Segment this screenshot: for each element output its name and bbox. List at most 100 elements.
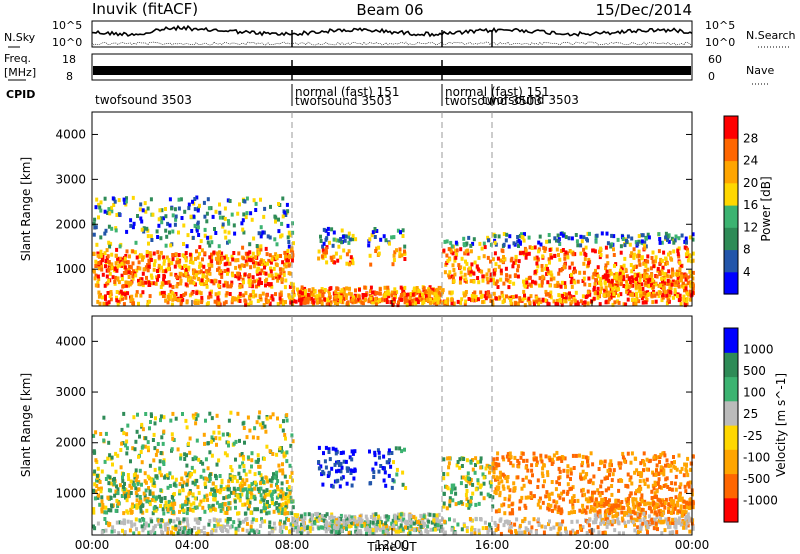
range-cell	[283, 507, 287, 512]
range-cell	[504, 266, 508, 271]
range-cell	[679, 469, 683, 474]
range-cell	[646, 254, 650, 259]
range-cell	[359, 518, 363, 523]
range-cell	[254, 208, 258, 212]
range-cell	[250, 458, 254, 463]
range-cell	[121, 479, 125, 484]
range-cell	[128, 254, 131, 259]
range-cell	[151, 491, 155, 496]
range-cell	[589, 527, 593, 532]
range-cell	[550, 480, 554, 484]
range-cell	[545, 490, 549, 495]
range-cell	[642, 276, 646, 281]
range-cell	[164, 207, 167, 211]
range-cell	[628, 493, 632, 498]
range-cell	[583, 492, 586, 497]
range-cell	[234, 274, 238, 279]
range-cell	[227, 221, 231, 226]
range-cell	[386, 517, 390, 522]
range-cell	[658, 485, 662, 489]
range-cell	[467, 297, 471, 301]
range-cell	[147, 258, 151, 263]
range-cell	[253, 472, 257, 477]
range-cell	[137, 260, 141, 265]
range-cell	[376, 520, 380, 524]
range-cell	[295, 518, 299, 522]
range-cell	[181, 253, 185, 258]
range-cell	[475, 264, 479, 269]
range-cell	[213, 518, 217, 522]
range-cell	[635, 277, 639, 281]
range-cell	[259, 493, 263, 498]
range-cell	[238, 483, 242, 488]
range-cell	[620, 266, 624, 271]
range-cell	[140, 460, 144, 465]
range-cell	[277, 493, 281, 498]
range-cell	[629, 283, 633, 288]
range-cell	[283, 474, 287, 479]
range-cell	[238, 291, 242, 296]
range-cell	[430, 520, 434, 525]
range-cell	[636, 525, 640, 530]
range-cell	[433, 527, 437, 532]
range-cell	[252, 236, 256, 241]
range-cell	[548, 519, 551, 524]
range-cell	[600, 491, 604, 495]
range-cell	[442, 457, 446, 462]
range-cell	[568, 249, 572, 253]
range-cell	[176, 282, 180, 286]
range-cell	[383, 470, 387, 475]
range-cell	[275, 482, 278, 487]
range-cell	[248, 283, 252, 287]
range-cell	[158, 208, 162, 213]
range-cell	[557, 493, 560, 498]
range-cell	[207, 522, 211, 527]
range-cell	[196, 270, 199, 275]
range-cell	[259, 524, 263, 528]
range-cell	[551, 457, 554, 462]
range-cell	[498, 490, 502, 495]
range-cell	[604, 279, 608, 284]
range-cell	[566, 474, 570, 479]
range-cell	[691, 270, 695, 275]
range-cell	[321, 525, 325, 530]
range-cell	[265, 252, 269, 257]
range-cell	[245, 435, 249, 440]
range-cell	[503, 496, 507, 501]
range-cell	[684, 236, 688, 241]
range-cell	[586, 459, 589, 464]
range-cell	[369, 515, 373, 519]
range-cell	[517, 259, 521, 264]
range-cell	[281, 493, 285, 498]
range-cell	[193, 223, 197, 228]
range-cell	[621, 237, 625, 241]
range-cell	[686, 250, 690, 255]
range-cell	[182, 517, 186, 522]
range-cell	[471, 491, 475, 496]
range-cell	[630, 275, 634, 280]
range-cell	[532, 457, 536, 462]
range-cell	[596, 274, 600, 279]
range-cell	[138, 207, 142, 212]
range-cell	[570, 276, 574, 281]
range-cell	[125, 196, 128, 201]
range-cell	[600, 479, 604, 484]
range-cell	[604, 285, 608, 290]
range-cell	[292, 292, 296, 297]
range-cell	[685, 302, 689, 306]
range-cell	[337, 296, 340, 301]
range-cell	[460, 464, 464, 468]
range-cell	[159, 250, 163, 255]
range-cell	[169, 506, 173, 511]
range-cell	[517, 464, 521, 469]
range-cell	[513, 273, 517, 278]
range-cell	[552, 499, 556, 504]
range-cell	[568, 265, 572, 270]
range-cell	[578, 270, 582, 275]
range-cell	[237, 264, 241, 269]
range-cell	[131, 298, 135, 303]
range-cell	[381, 466, 385, 470]
range-cell	[408, 528, 412, 533]
range-cell	[148, 251, 152, 256]
range-cell	[182, 293, 186, 297]
